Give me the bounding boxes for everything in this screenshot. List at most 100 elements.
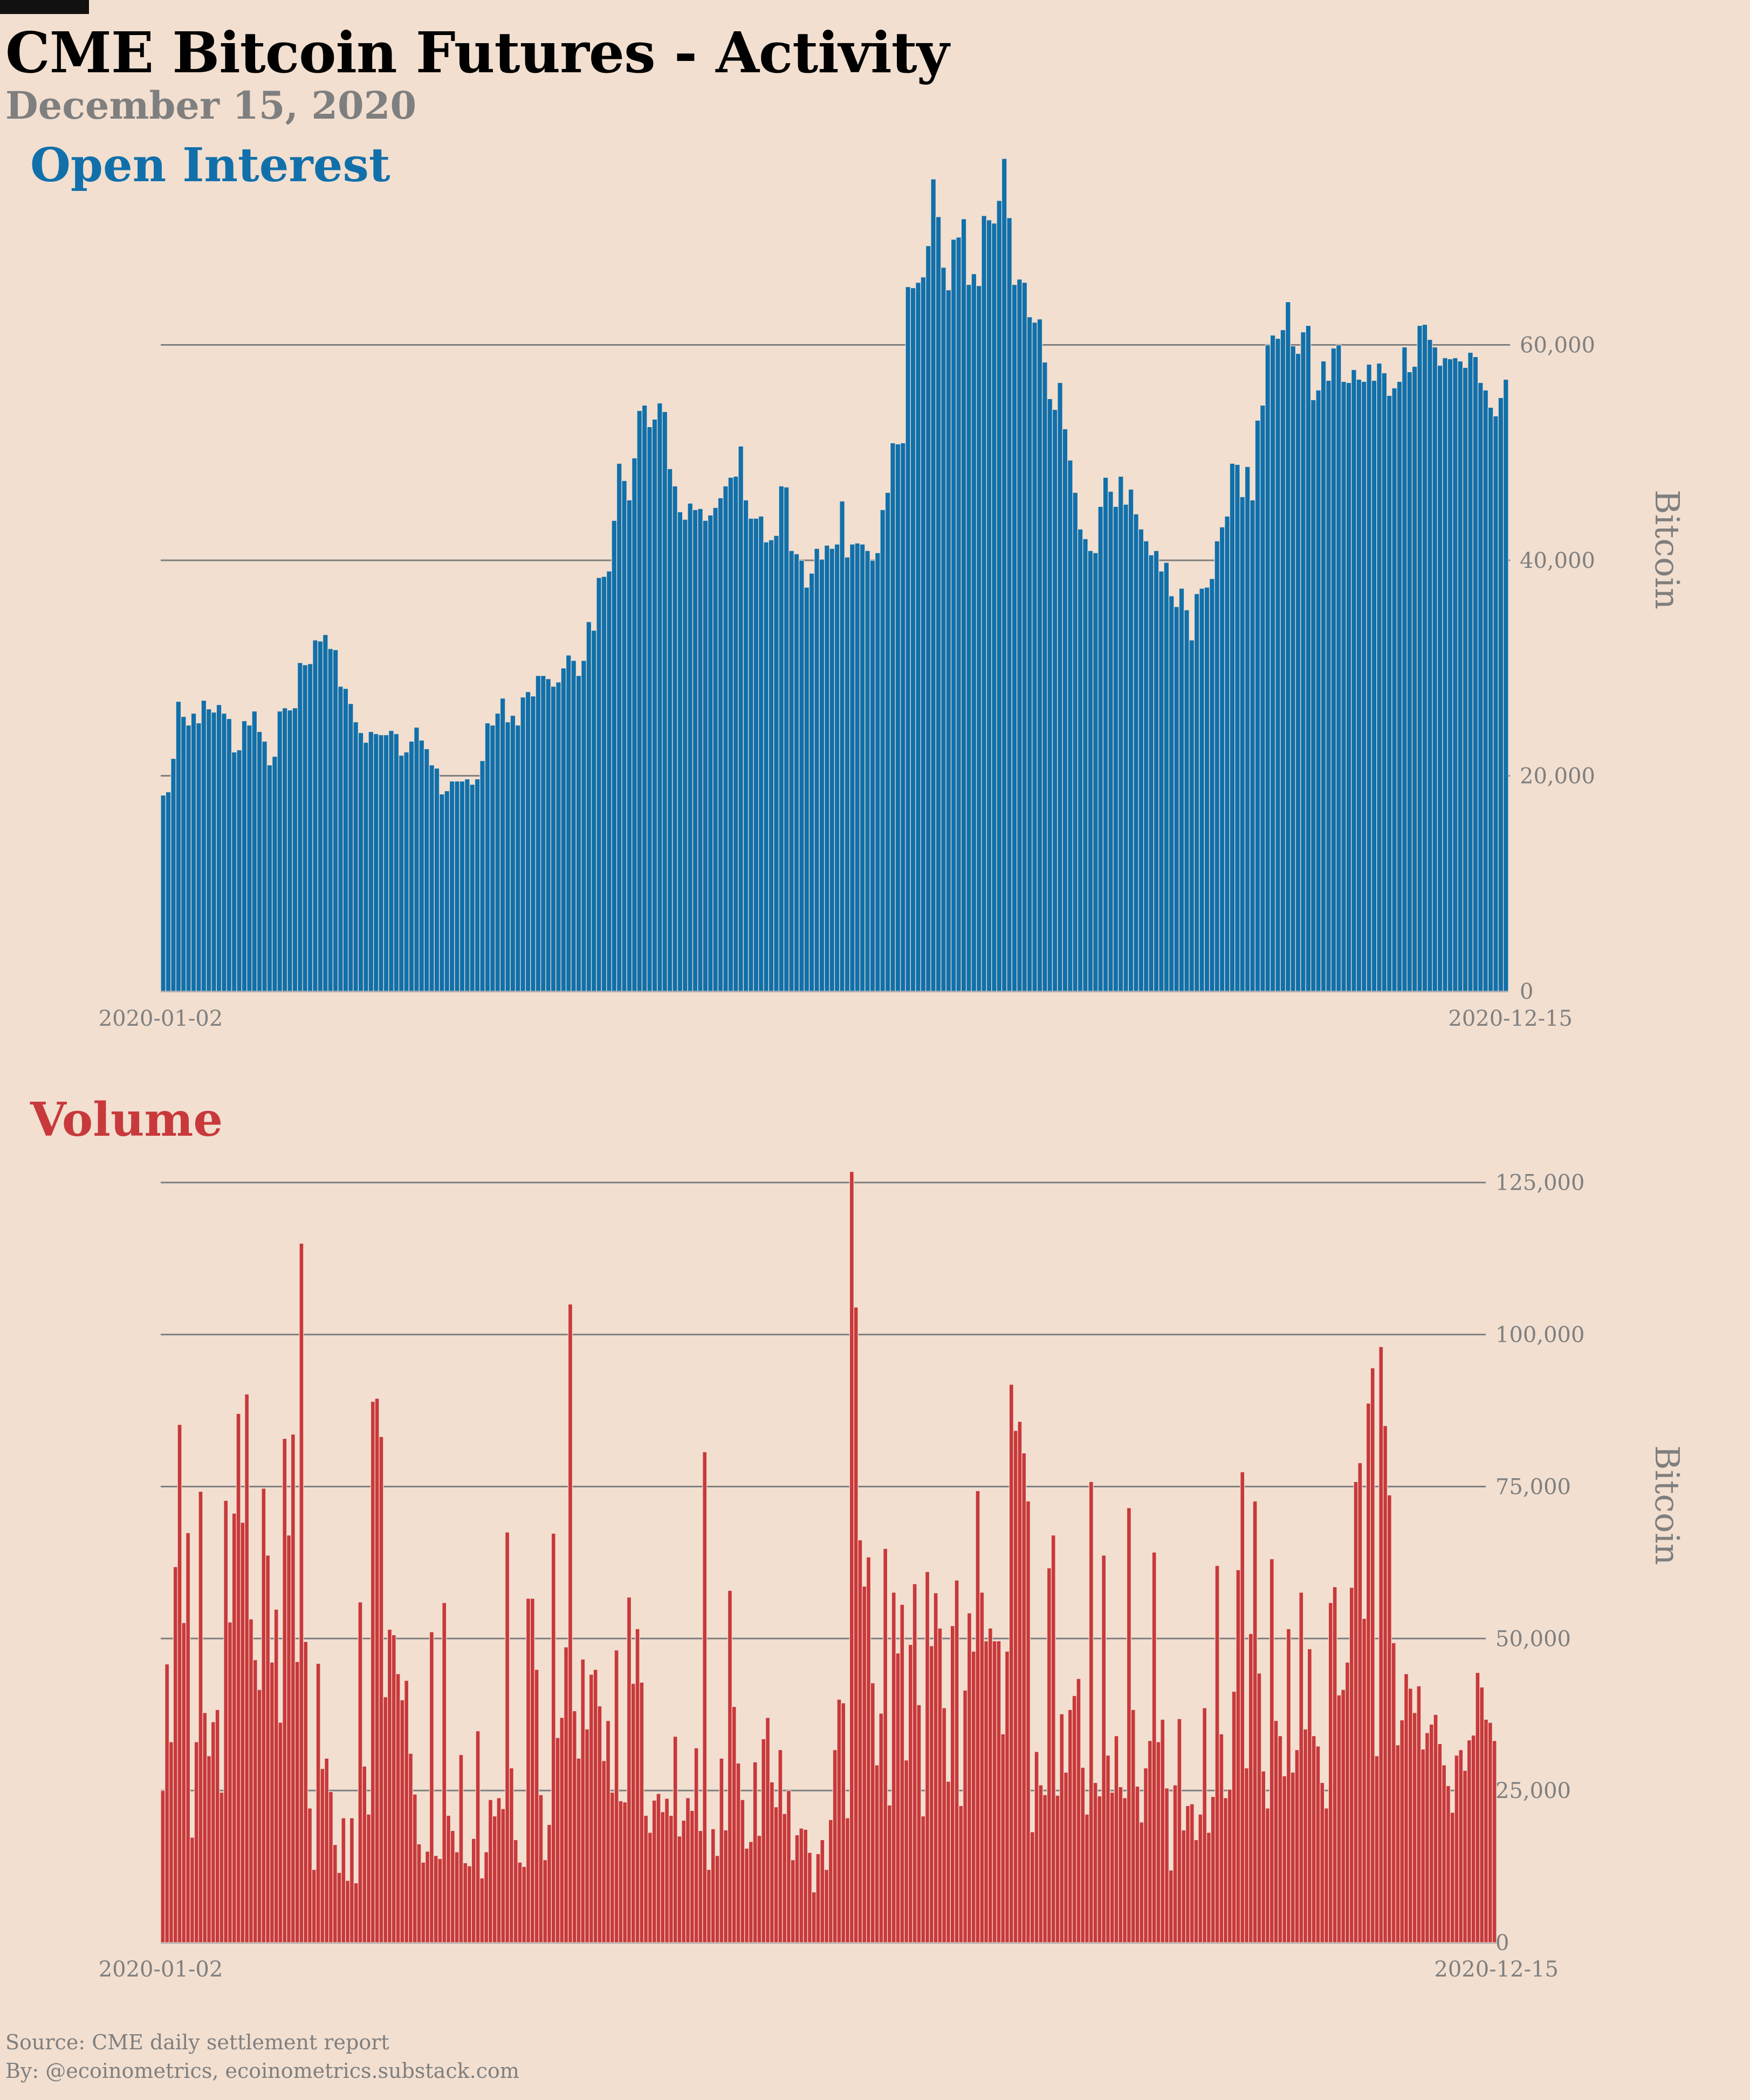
volume-bar <box>521 1866 527 1943</box>
open-interest-bar <box>799 560 805 992</box>
volume-bar <box>458 1754 464 1943</box>
open-interest-bar <box>459 780 465 992</box>
volume-bar <box>500 1808 506 1943</box>
volume-bar <box>1484 1719 1489 1943</box>
volume-bar <box>1445 1785 1451 1943</box>
volume-ytick-label: 50,000 <box>1495 1627 1571 1651</box>
open-interest-bar <box>342 688 349 992</box>
open-interest-bar <box>905 286 911 992</box>
volume-bar <box>681 1820 687 1943</box>
volume-bar <box>1126 1507 1131 1943</box>
open-interest-bar <box>196 723 202 992</box>
open-interest-bar <box>702 520 709 992</box>
volume-bar <box>857 1540 863 1943</box>
open-interest-bar <box>530 696 536 992</box>
volume-bar <box>1269 1559 1274 1943</box>
volume-bar <box>744 1848 750 1943</box>
open-interest-bar <box>540 675 546 992</box>
volume-bar <box>244 1394 250 1943</box>
open-interest-bar <box>1269 334 1276 992</box>
volume-bar <box>1278 1735 1283 1943</box>
volume-bar <box>328 1791 333 1943</box>
volume-bar <box>904 1760 909 1943</box>
volume-bar <box>1034 1751 1039 1943</box>
volume-bar <box>366 1814 372 1943</box>
volume-bar <box>946 1781 951 1943</box>
open-interest-bar <box>1138 529 1144 992</box>
volume-bar <box>815 1853 821 1943</box>
volume-bar <box>177 1424 182 1943</box>
open-interest-bar <box>651 418 658 992</box>
open-interest-bar <box>1478 382 1484 992</box>
open-interest-bar <box>960 218 967 992</box>
open-interest-bar <box>641 404 648 992</box>
volume-bar <box>173 1566 178 1943</box>
volume-bar <box>1240 1471 1245 1943</box>
volume-bar <box>937 1628 943 1943</box>
open-interest-bar <box>768 539 774 992</box>
volume-bar <box>429 1631 434 1943</box>
volume-bar <box>723 1829 729 1943</box>
open-interest-bar <box>1295 353 1301 992</box>
volume-bar <box>828 1819 833 1943</box>
open-interest-bar <box>1452 357 1458 992</box>
open-interest-bar <box>1118 476 1124 992</box>
volume-bar <box>311 1869 317 1943</box>
open-interest-bar <box>479 760 485 992</box>
volume-bar <box>555 1737 560 1943</box>
open-interest-bar <box>1442 357 1448 992</box>
volume-bar <box>1370 1368 1375 1943</box>
volume-bar <box>282 1438 287 1943</box>
volume-bar <box>845 1817 850 1943</box>
open-interest-bar <box>186 725 191 992</box>
volume-bar <box>362 1766 367 1943</box>
volume-bar <box>564 1646 569 1943</box>
open-interest-bar <box>606 571 612 992</box>
volume-bar <box>1193 1839 1199 1943</box>
open-interest-bar <box>667 468 673 992</box>
open-interest-ylabel: Bitcoin <box>1648 490 1687 609</box>
open-interest-bar <box>1239 496 1246 992</box>
volume-bar <box>1332 1586 1337 1943</box>
volume-bar <box>1383 1425 1388 1943</box>
volume-bar <box>1080 1767 1086 1943</box>
open-interest-bar <box>429 764 435 992</box>
volume-bar <box>240 1522 245 1943</box>
open-interest-bar <box>1178 588 1185 992</box>
volume-bar <box>412 1794 417 1943</box>
volume-bar <box>950 1625 955 1943</box>
open-interest-bar <box>636 410 643 992</box>
open-interest-bar <box>1001 158 1007 992</box>
volume-bar <box>677 1836 682 1943</box>
open-interest-bar <box>854 543 861 992</box>
open-interest-bar <box>302 664 308 992</box>
volume-bar <box>1143 1767 1149 1943</box>
volume-bar <box>1471 1734 1476 1943</box>
volume-bar <box>1139 1822 1144 1943</box>
volume-bar <box>1328 1602 1333 1943</box>
open-interest-bar <box>1057 382 1063 992</box>
open-interest-bar <box>910 287 916 992</box>
open-interest-bar <box>1305 325 1312 992</box>
volume-bar <box>467 1865 472 1943</box>
volume-title: Volume <box>30 1093 223 1147</box>
volume-bar <box>874 1765 880 1943</box>
open-interest-bar <box>1204 587 1210 992</box>
open-interest-bar <box>327 648 334 992</box>
volume-bar <box>450 1830 455 1943</box>
volume-ytick-label: 25,000 <box>1495 1779 1571 1803</box>
volume-bar <box>1236 1569 1241 1943</box>
volume-bar <box>198 1491 203 1943</box>
volume-bar <box>479 1877 485 1943</box>
open-interest-bar <box>1361 381 1367 992</box>
volume-bar <box>307 1808 313 1943</box>
volume-bar <box>954 1580 959 1943</box>
volume-bar <box>534 1669 539 1943</box>
open-interest-bar <box>763 541 769 992</box>
volume-ytick-label: 100,000 <box>1495 1323 1584 1348</box>
open-interest-bar <box>662 411 668 992</box>
open-interest-bar <box>1062 428 1068 992</box>
open-interest-bar <box>829 548 835 992</box>
open-interest-bar <box>1366 363 1372 992</box>
